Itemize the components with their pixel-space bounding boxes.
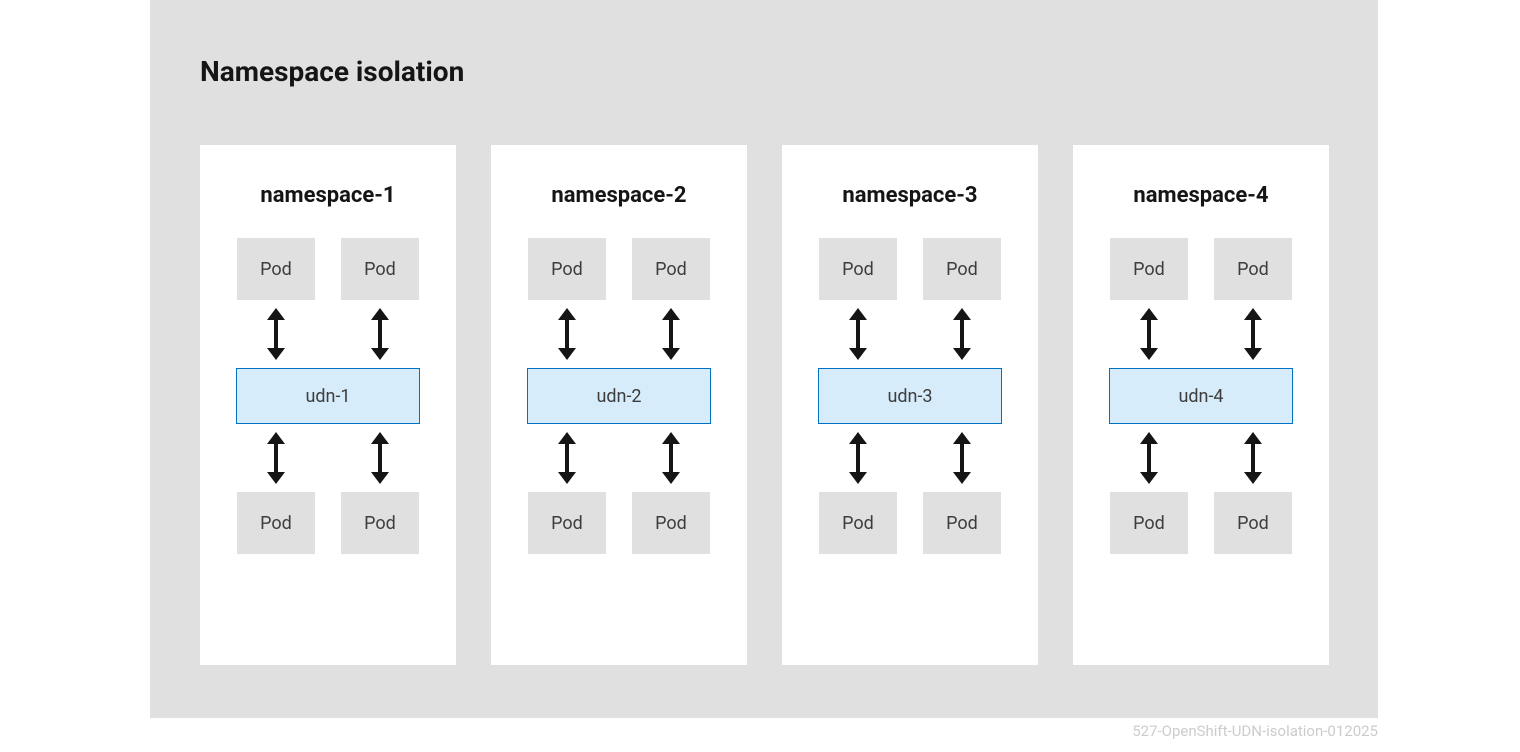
namespace-title: namespace-4 [1133,183,1268,208]
pod-box: Pod [528,492,606,554]
pod-row: Pod Pod [1110,238,1292,300]
udn-box: udn-1 [236,368,420,424]
namespace-title: namespace-1 [260,183,395,208]
pod-box: Pod [632,238,710,300]
arrow-row [819,308,1001,360]
double-arrow-icon [237,432,315,484]
pod-box: Pod [1214,492,1292,554]
arrow-row [237,432,419,484]
double-arrow-icon [632,432,710,484]
pod-row: Pod Pod [1110,492,1292,554]
pod-row: Pod Pod [528,492,710,554]
footer-id: 527-OpenShift-UDN-isolation-012025 [1132,722,1378,740]
pod-box: Pod [632,492,710,554]
double-arrow-icon [528,308,606,360]
udn-box: udn-4 [1109,368,1293,424]
namespace-card: namespace-3 Pod Pod udn-3 Pod Pod [782,145,1038,665]
pod-box: Pod [1110,492,1188,554]
arrow-row [819,432,1001,484]
double-arrow-icon [1214,432,1292,484]
pod-row: Pod Pod [819,238,1001,300]
pod-box: Pod [1110,238,1188,300]
namespace-card: namespace-2 Pod Pod udn-2 Pod Pod [491,145,747,665]
double-arrow-icon [341,432,419,484]
udn-box: udn-2 [527,368,711,424]
double-arrow-icon [819,308,897,360]
arrow-row [528,432,710,484]
arrow-row [237,308,419,360]
pod-row: Pod Pod [819,492,1001,554]
namespace-card: namespace-4 Pod Pod udn-4 Pod Pod [1073,145,1329,665]
double-arrow-icon [528,432,606,484]
pod-box: Pod [528,238,606,300]
pod-box: Pod [341,492,419,554]
namespace-card: namespace-1 Pod Pod udn-1 Pod Pod [200,145,456,665]
double-arrow-icon [923,432,1001,484]
double-arrow-icon [1214,308,1292,360]
pod-row: Pod Pod [237,492,419,554]
pod-box: Pod [237,492,315,554]
pod-box: Pod [1214,238,1292,300]
namespace-title: namespace-3 [842,183,977,208]
double-arrow-icon [341,308,419,360]
double-arrow-icon [237,308,315,360]
double-arrow-icon [1110,308,1188,360]
arrow-row [528,308,710,360]
pod-box: Pod [237,238,315,300]
double-arrow-icon [923,308,1001,360]
pod-box: Pod [341,238,419,300]
pod-box: Pod [819,238,897,300]
pod-row: Pod Pod [237,238,419,300]
arrow-row [1110,308,1292,360]
double-arrow-icon [632,308,710,360]
arrow-row [1110,432,1292,484]
udn-box: udn-3 [818,368,1002,424]
double-arrow-icon [1110,432,1188,484]
pod-row: Pod Pod [528,238,710,300]
namespace-title: namespace-2 [551,183,686,208]
pod-box: Pod [819,492,897,554]
pod-box: Pod [923,492,1001,554]
double-arrow-icon [819,432,897,484]
pod-box: Pod [923,238,1001,300]
diagram-title: Namespace isolation [200,55,464,88]
